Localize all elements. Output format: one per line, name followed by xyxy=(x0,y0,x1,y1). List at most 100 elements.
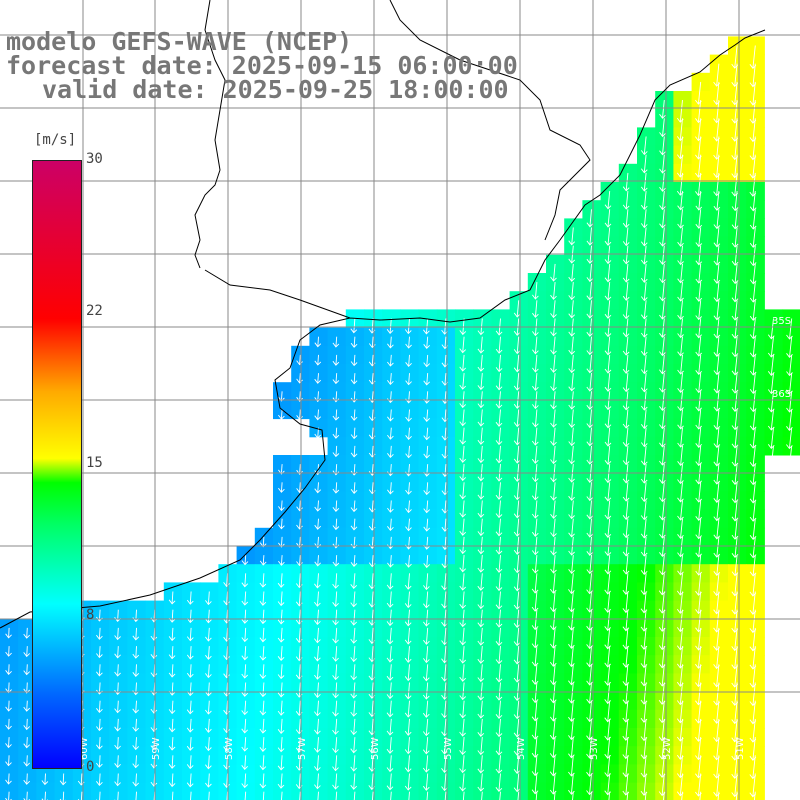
wind-arrow-head xyxy=(640,460,648,466)
wind-arrow-head xyxy=(332,656,339,662)
wind-arrow xyxy=(734,500,738,521)
wind-arrow-head xyxy=(549,716,557,722)
wind-arrow xyxy=(716,755,720,779)
wind-arrow xyxy=(716,172,720,196)
wind-arrow xyxy=(480,409,483,426)
wind-arrow xyxy=(607,427,611,447)
wind-arrow xyxy=(407,591,410,608)
wind-arrow xyxy=(298,737,301,752)
wind-arrow-head xyxy=(550,440,557,446)
wind-arrow-head xyxy=(531,716,539,722)
wind-arrow xyxy=(752,536,756,558)
wind-arrow xyxy=(571,518,574,537)
wind-arrow xyxy=(643,227,647,246)
wind-arrow-head xyxy=(677,260,684,266)
wind-arrow xyxy=(698,482,702,503)
wind-arrow-head xyxy=(477,549,485,555)
wind-arrow xyxy=(335,354,338,366)
wind-arrow xyxy=(480,664,483,682)
wind-arrow xyxy=(607,209,611,227)
wind-arrow xyxy=(607,373,611,392)
wind-arrow xyxy=(625,773,629,796)
wind-arrow-head xyxy=(350,638,358,644)
wind-arrow xyxy=(734,154,738,178)
wind-arrow-head xyxy=(278,487,285,493)
wind-arrow xyxy=(607,573,611,594)
wind-arrow-head xyxy=(350,452,358,458)
wind-arrow-head xyxy=(586,368,594,374)
wind-arrow xyxy=(716,318,720,339)
wind-arrow xyxy=(316,755,319,771)
wind-arrow-head xyxy=(586,258,594,264)
wind-arrow xyxy=(516,518,520,537)
wind-arrow xyxy=(26,718,28,730)
lon-label: 52W xyxy=(662,737,673,760)
wind-arrow-head xyxy=(477,385,485,391)
wind-arrow-head xyxy=(495,367,503,373)
wind-arrow xyxy=(135,773,137,786)
wind-arrow xyxy=(680,518,683,539)
wind-arrow-head xyxy=(749,206,757,212)
wind-arrow-head xyxy=(277,783,285,789)
wind-arrow-head xyxy=(622,569,630,575)
wind-arrow xyxy=(571,354,574,373)
wind-arrow xyxy=(662,282,665,301)
wind-arrow xyxy=(262,755,265,770)
wind-arrow xyxy=(426,500,429,513)
wind-arrow-head xyxy=(477,604,485,610)
wind-arrow-head xyxy=(604,277,612,283)
wind-arrow xyxy=(661,354,665,374)
wind-arrow xyxy=(571,300,574,318)
wind-arrow xyxy=(625,209,629,228)
wind-arrow xyxy=(262,591,265,606)
wind-arrow xyxy=(643,500,647,520)
wind-arrow-head xyxy=(495,586,503,592)
wind-arrow xyxy=(625,445,629,465)
wind-arrow xyxy=(680,300,683,320)
wind-cell xyxy=(673,782,693,800)
wind-arrow xyxy=(389,609,392,626)
wind-arrow xyxy=(353,336,356,348)
wind-arrow-head xyxy=(531,625,539,631)
wind-arrow xyxy=(552,700,556,721)
wind-arrow-head xyxy=(350,602,358,608)
wind-arrow-head xyxy=(677,351,684,357)
wind-arrow xyxy=(280,464,283,474)
wind-arrow xyxy=(752,336,756,357)
wind-arrow xyxy=(716,154,720,178)
wind-arrow xyxy=(280,555,283,566)
wind-arrow-head xyxy=(713,260,721,266)
wind-arrow-head xyxy=(659,570,666,576)
wind-arrow xyxy=(553,791,556,800)
wind-arrow xyxy=(734,464,738,485)
wind-arrow-head xyxy=(677,278,684,284)
wind-arrow xyxy=(281,791,283,800)
wind-arrow xyxy=(389,482,392,494)
wind-arrow-head xyxy=(659,186,666,192)
wind-arrow-head xyxy=(513,476,521,482)
wind-arrow xyxy=(625,373,629,392)
wind-arrow xyxy=(8,664,10,675)
wind-arrow xyxy=(371,737,374,753)
wind-arrow xyxy=(643,518,647,538)
wind-arrow xyxy=(534,445,538,464)
wind-arrow xyxy=(716,227,720,247)
wind-arrow xyxy=(716,427,720,448)
wind-arrow-head xyxy=(659,132,666,138)
wind-arrow xyxy=(425,573,429,590)
wind-arrow-head xyxy=(405,526,412,532)
wind-arrow-head xyxy=(604,405,612,411)
wind-arrow-head xyxy=(96,634,103,640)
wind-arrow xyxy=(335,609,338,625)
wind-arrow xyxy=(661,737,665,760)
wind-arrow-head xyxy=(513,349,521,355)
wind-arrow xyxy=(389,536,392,549)
wind-arrow xyxy=(661,300,665,320)
wind-arrow xyxy=(698,500,702,521)
wind-arrow-head xyxy=(332,379,340,385)
wind-arrow xyxy=(752,245,756,266)
wind-arrow-head xyxy=(604,295,612,301)
wind-arrow-head xyxy=(513,604,521,610)
wind-arrow xyxy=(389,591,392,608)
wind-arrow-head xyxy=(531,643,539,649)
